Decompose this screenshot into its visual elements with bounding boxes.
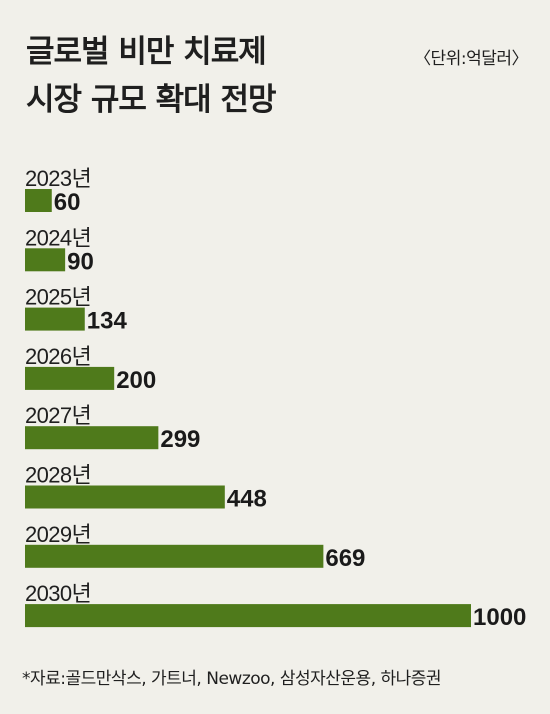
source-note: *자료:골드만삭스, 가트너, Newzoo, 삼성자산운용, 하나증권 — [22, 669, 442, 689]
category-label: 2023년 — [25, 166, 91, 191]
data-label: 448 — [227, 486, 267, 513]
data-label: 299 — [160, 426, 200, 453]
bar — [25, 189, 52, 212]
title-line-2: 시장 규모 확대 전망 — [26, 82, 277, 118]
bar — [25, 307, 85, 331]
chart-title: 글로벌 비만 치료제 시장 규모 확대 전망 — [26, 28, 277, 124]
category-label: 2029년 — [25, 522, 91, 547]
category-label: 2030년 — [25, 581, 91, 606]
category-label: 2025년 — [25, 285, 91, 310]
data-label: 669 — [325, 545, 365, 572]
data-label: 90 — [67, 248, 94, 275]
data-label: 60 — [54, 189, 81, 216]
bar — [25, 366, 115, 390]
category-label: 2028년 — [25, 463, 91, 488]
bar — [25, 485, 225, 509]
bar — [25, 544, 324, 568]
bar — [25, 426, 159, 450]
data-label: 200 — [116, 367, 156, 394]
category-label: 2026년 — [25, 344, 91, 369]
data-label: 134 — [87, 308, 128, 335]
bar — [25, 248, 66, 272]
data-label: 1000 — [473, 604, 526, 631]
unit-label: 〈단위:억달러〉 — [414, 49, 528, 69]
category-label: 2024년 — [25, 225, 91, 250]
category-label: 2027년 — [25, 403, 91, 428]
title-line-1: 글로벌 비만 치료제 — [26, 34, 267, 70]
bar — [25, 604, 471, 628]
